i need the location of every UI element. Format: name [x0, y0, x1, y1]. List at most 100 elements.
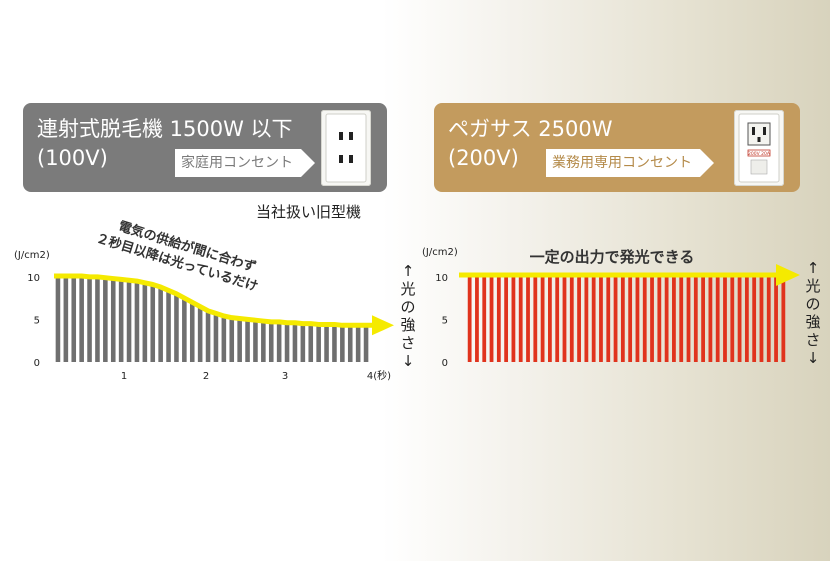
left-trend-line — [54, 273, 372, 328]
left-intensity-label: ↑ 光 の 強 さ ↓ — [400, 262, 416, 370]
right-chart: 0 5 10 (J/cm2) 一定の出力で発光できる — [422, 247, 800, 369]
right-bar — [613, 277, 618, 362]
right-intensity-label: ↑ 光 の 強 さ ↓ — [805, 259, 821, 367]
right-bar — [475, 277, 479, 362]
left-bar — [253, 321, 258, 362]
right-bar — [657, 277, 662, 362]
left-bar — [79, 277, 84, 362]
left-bar — [347, 326, 353, 362]
right-bar — [635, 277, 640, 362]
left-bar — [300, 324, 306, 362]
right-bar — [679, 277, 684, 362]
right-bar — [511, 277, 516, 362]
left-xtick-label: 1 — [121, 371, 127, 382]
left-bar — [268, 322, 274, 362]
left-ytick-label: 5 — [34, 316, 40, 327]
left-bar — [229, 318, 235, 362]
left-ylabel: (J/cm2) — [14, 250, 50, 261]
left-bar — [316, 325, 321, 362]
right-bar — [504, 277, 509, 362]
household-outlet-icon — [321, 110, 371, 186]
left-bar — [118, 280, 124, 362]
left-bar — [324, 325, 329, 362]
left-bar — [237, 319, 242, 362]
right-bar — [759, 277, 764, 362]
left-bar — [221, 316, 227, 362]
left-bar — [189, 303, 195, 362]
right-bar — [548, 277, 552, 362]
left-bar — [308, 324, 314, 362]
left-xtick-label: 3 — [282, 371, 288, 382]
left-xtick-label: 2 — [203, 371, 209, 382]
right-bar — [518, 277, 523, 362]
left-bar — [110, 279, 116, 362]
right-bar — [540, 277, 545, 362]
right-bar — [708, 277, 713, 362]
right-bar — [664, 277, 669, 362]
left-bar — [261, 322, 266, 362]
right-bar — [489, 277, 494, 362]
right-bar — [620, 277, 625, 362]
right-bar — [496, 277, 501, 362]
arrow-up-icon: ↑ — [806, 259, 820, 277]
left-bar — [276, 322, 282, 362]
left-trend-arrow — [372, 315, 394, 336]
right-bar — [562, 277, 567, 362]
right-bar — [555, 277, 560, 362]
old-model-box: 連射式脱毛機 1500W 以下 (100V) 家庭用コンセント — [23, 103, 387, 192]
left-bar — [55, 277, 61, 362]
household-outlet-tag: 家庭用コンセント — [175, 149, 315, 177]
right-bar — [737, 277, 742, 362]
right-bar — [672, 277, 676, 362]
right-bar — [752, 277, 757, 362]
right-trend-arrow — [776, 264, 800, 286]
outlet-plate-text: 200V 20A — [748, 151, 771, 157]
right-ylabel: (J/cm2) — [422, 247, 458, 258]
left-ytick-label: 10 — [27, 273, 40, 284]
old-model-label: 当社扱い旧型機 — [256, 203, 362, 221]
pegasus-box: ペガサス 2500W (200V) 業務用専用コンセント 200V 20A — [434, 103, 800, 192]
left-bar — [63, 277, 69, 362]
right-ytick-label: 0 — [442, 358, 448, 369]
right-bar — [591, 277, 596, 362]
right-bar — [533, 277, 538, 362]
right-bar — [774, 277, 778, 362]
right-bar — [606, 277, 611, 362]
left-bar — [355, 326, 361, 362]
right-bar — [577, 277, 581, 362]
right-bar — [628, 277, 633, 362]
arrow-down-icon: ↓ — [401, 352, 415, 370]
left-bar — [292, 323, 298, 362]
right-bar — [766, 277, 771, 362]
right-bar — [642, 277, 647, 362]
right-bar — [482, 277, 487, 362]
right-ytick-label: 10 — [435, 273, 448, 284]
left-bar — [340, 326, 345, 362]
pegasus-voltage: (200V) — [448, 146, 519, 170]
industrial-outlet-tag: 業務用専用コンセント — [546, 149, 714, 177]
left-xtick-label: 4(秒) — [367, 369, 391, 382]
arrow-up-icon: ↑ — [401, 262, 415, 280]
right-bar — [650, 277, 654, 362]
left-bar — [71, 277, 77, 362]
left-bar — [363, 326, 369, 362]
left-bar — [245, 320, 250, 362]
right-bar — [467, 277, 472, 362]
left-bar — [150, 285, 156, 362]
right-bar — [744, 277, 749, 362]
left-bar — [87, 277, 92, 362]
left-bar — [158, 288, 163, 362]
left-bar — [213, 314, 219, 362]
right-bar — [730, 277, 735, 362]
right-bar — [526, 277, 530, 362]
left-ytick-label: 0 — [34, 358, 40, 369]
left-bar — [103, 278, 108, 362]
left-bar — [205, 311, 211, 362]
left-bar — [126, 281, 132, 362]
left-bar — [95, 277, 100, 362]
pegasus-title: ペガサス 2500W — [448, 117, 613, 141]
right-bar — [599, 277, 603, 362]
left-bar — [182, 299, 187, 362]
